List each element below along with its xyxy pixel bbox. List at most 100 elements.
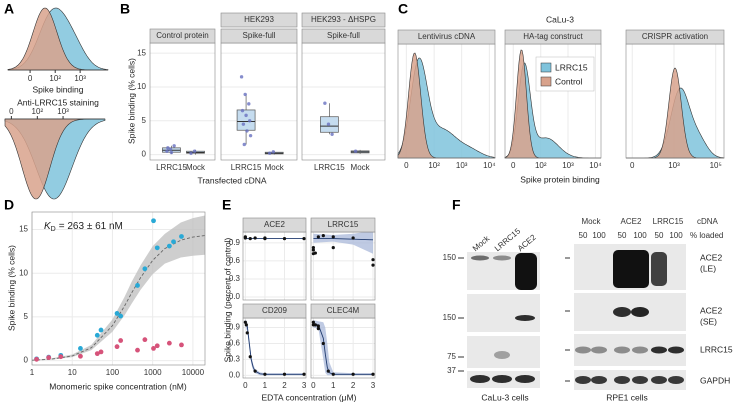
point: [154, 245, 160, 251]
point: [114, 344, 120, 350]
point: [240, 108, 245, 113]
point: [247, 119, 252, 123]
strip: [242, 217, 307, 233]
load-label: 100: [592, 231, 606, 240]
blot-band: [591, 346, 607, 354]
x-tick-label: 10²: [535, 161, 547, 170]
point: [282, 237, 287, 241]
point: [46, 355, 52, 360]
blot-band: [614, 346, 630, 354]
strip: [625, 29, 725, 45]
chart-title: CaLu-3: [546, 14, 574, 24]
y-axis-label: Spike binding (% cells): [6, 245, 16, 331]
blot-band: [651, 346, 667, 354]
y-tick-label: 10: [19, 268, 28, 277]
point: [245, 129, 249, 133]
x-tick-label: 3: [302, 381, 307, 390]
blot-band: [493, 255, 511, 261]
blot: [467, 294, 540, 332]
panel-label: C: [398, 1, 408, 17]
point: [78, 353, 83, 359]
y-tick-label: 5: [142, 116, 147, 125]
point: [245, 331, 249, 335]
panel-label: E: [222, 197, 231, 213]
x-tick-label: Mock: [351, 163, 371, 172]
strip-label: Control protein: [156, 31, 208, 40]
fit-line: [31, 235, 206, 361]
x-tick-label: 2: [282, 381, 287, 390]
confidence-band: [313, 230, 373, 254]
x-tick-label: LRRC15: [156, 163, 187, 172]
box: [236, 109, 256, 131]
point: [263, 236, 267, 240]
y-tick-label: 0.3: [229, 355, 241, 364]
blot-band: [651, 376, 667, 384]
row-note: (SE): [700, 316, 717, 326]
lane-label: Mock: [471, 233, 492, 253]
strip-label: HEK293 - ΔHSPG: [311, 15, 376, 24]
point: [179, 234, 184, 239]
blot-band: [631, 307, 649, 317]
blot-band: [470, 375, 490, 383]
point: [311, 246, 315, 250]
y-tick-label: 0.9: [229, 323, 241, 332]
blot-band: [494, 351, 510, 359]
point: [243, 320, 247, 324]
point: [154, 343, 160, 349]
x-tick-label: 0: [311, 381, 316, 390]
x-tick-label: 100: [106, 368, 120, 377]
point: [263, 372, 267, 376]
blot-band: [591, 376, 607, 384]
x-tick-label: Mock: [265, 163, 285, 172]
point: [166, 243, 172, 249]
point: [189, 151, 193, 155]
point: [172, 144, 176, 148]
point: [58, 354, 64, 360]
strip-label: CD209: [262, 306, 287, 315]
strip: [397, 29, 496, 45]
x-tick-label: 0: [630, 161, 635, 170]
strip: [310, 303, 376, 319]
point: [331, 235, 335, 239]
row-label: ACE2: [700, 305, 722, 315]
annotation-symbol: K: [44, 221, 52, 232]
panel-label: A: [4, 1, 14, 17]
load-header: % loaded: [690, 231, 723, 240]
strip: [242, 303, 307, 319]
panel-bg: [150, 43, 215, 160]
point: [326, 122, 331, 126]
x-tick-label: 1: [331, 381, 336, 390]
point: [179, 342, 184, 348]
panel-label: B: [120, 1, 130, 17]
x-tick-label: LRRC15: [314, 163, 345, 172]
point: [135, 283, 140, 288]
marker-label: 150: [443, 313, 457, 322]
y-axis-label: Spike binding (percent of control): [222, 237, 232, 362]
x-tick-label: 1000: [144, 368, 162, 377]
strip-label: HA-tag construct: [523, 32, 583, 41]
blot-band: [632, 346, 648, 354]
x-tick-label: 10⁴: [483, 161, 496, 170]
point: [118, 313, 124, 319]
y-tick-label: 0: [142, 150, 147, 159]
x-tick-label: Mock: [186, 163, 206, 172]
row-label: LRRC15: [700, 344, 733, 354]
x-axis-label: Spike protein binding: [520, 174, 600, 184]
point: [253, 236, 257, 240]
point: [34, 356, 39, 362]
load-label: 50: [618, 231, 627, 240]
point: [135, 347, 140, 353]
annotation-value: = 263 ± 61 nM: [59, 221, 123, 232]
x-tick-label: 1: [30, 368, 35, 377]
load-label: 50: [655, 231, 664, 240]
group-header: cDNA: [697, 217, 719, 226]
point: [316, 327, 320, 331]
fit-line: [313, 238, 374, 241]
x-tick-label: 10³: [562, 161, 574, 170]
blot: [574, 334, 686, 366]
y-tick-label: 0: [24, 356, 29, 365]
point: [321, 341, 325, 346]
point: [242, 142, 246, 147]
